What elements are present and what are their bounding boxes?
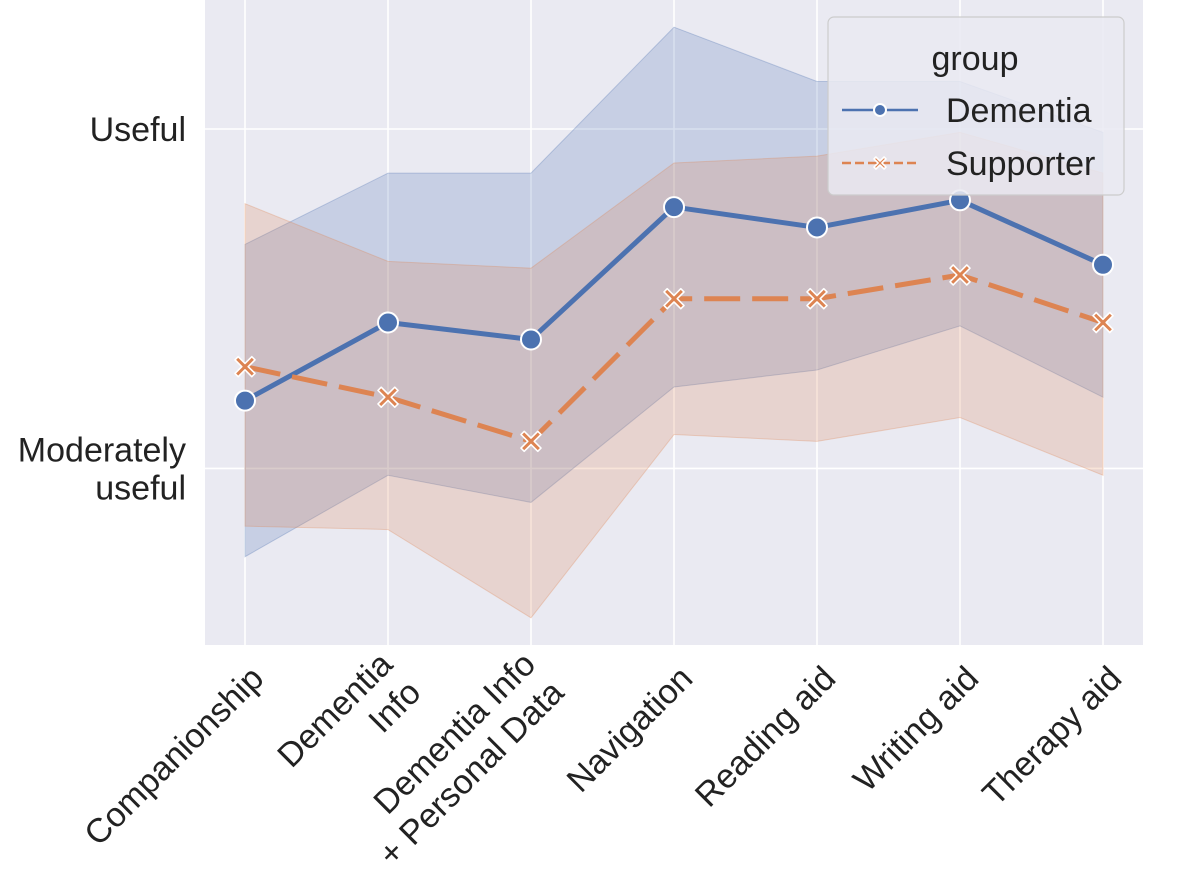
x-tick-label: Writing aid <box>846 659 986 799</box>
data-point-supporter <box>663 287 685 310</box>
y-tick-label: useful <box>95 469 186 507</box>
data-point-dementia <box>234 389 256 412</box>
data-point-supporter <box>234 355 256 378</box>
x-tick-label-line: Reading aid <box>688 659 843 814</box>
data-point-supporter <box>377 386 399 408</box>
legend-box <box>827 16 1125 196</box>
series-markers <box>234 189 1114 453</box>
data-point-dementia <box>1092 253 1114 276</box>
y-tick-label: Moderately <box>18 431 186 469</box>
data-point-supporter <box>949 264 971 286</box>
legend-title: group <box>932 40 1019 78</box>
data-point-supporter <box>873 156 887 170</box>
confidence-band-supporter <box>244 131 1104 619</box>
data-point-dementia <box>806 216 828 239</box>
data-point-supporter <box>806 287 828 310</box>
legend-label-supporter: Supporter <box>946 145 1095 183</box>
data-point-dementia <box>377 311 399 334</box>
x-tick-label-line: Writing aid <box>846 659 986 799</box>
data-point-dementia <box>663 196 685 219</box>
data-point-supporter <box>520 430 542 453</box>
data-point-dementia <box>873 103 887 117</box>
data-point-dementia <box>520 328 542 351</box>
x-tick-label: Companionship <box>77 659 271 853</box>
x-tick-label: Therapy aid <box>975 659 1129 813</box>
legend: group Dementia Supporter <box>827 16 1125 196</box>
x-tick-label-line: Therapy aid <box>975 659 1129 813</box>
x-tick-label: Reading aid <box>688 659 843 814</box>
x-tick-label-line: Companionship <box>77 659 271 853</box>
x-tick-label: Navigation <box>560 659 700 799</box>
x-tick-label-line: Navigation <box>560 659 700 799</box>
legend-label-dementia: Dementia <box>946 92 1092 130</box>
legend-entries: Dementia Supporter <box>842 92 1095 183</box>
data-point-supporter <box>1092 311 1114 334</box>
y-tick-label: Useful <box>90 111 186 149</box>
